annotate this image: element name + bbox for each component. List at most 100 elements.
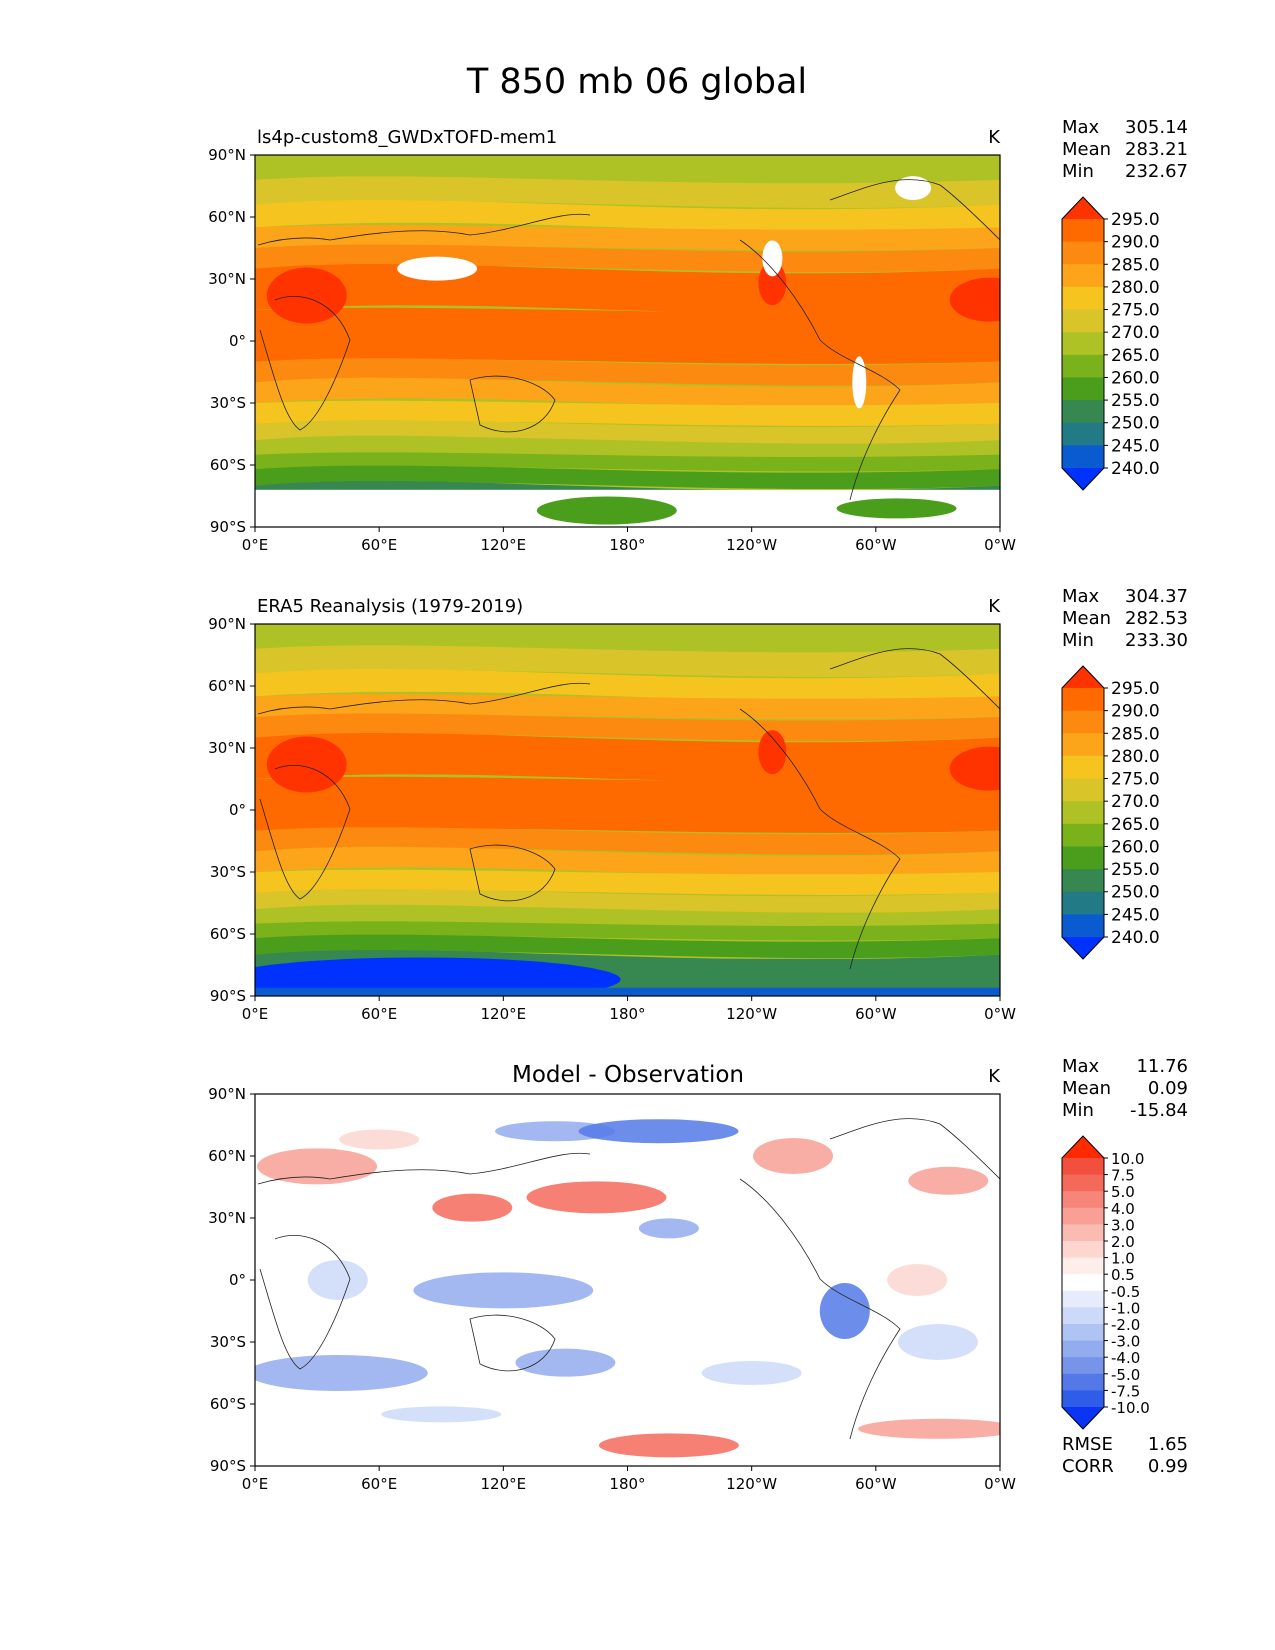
- colorbar-segment: [1062, 1158, 1104, 1176]
- anomaly-blob: [381, 1406, 502, 1423]
- contour-band: [255, 400, 1000, 426]
- contour-band: [255, 465, 1000, 490]
- colorbar-tick-label: 265.0: [1111, 815, 1160, 835]
- colorbar-segment: [1062, 1307, 1104, 1325]
- colorbar-tick-label: 280.0: [1111, 278, 1160, 298]
- colorbar-segment: [1062, 1191, 1104, 1209]
- coastline: [469, 1314, 556, 1372]
- x-tick-label: 180°: [609, 536, 645, 554]
- colorbar-segment: [1062, 688, 1104, 712]
- colorbar-segment: [1062, 1340, 1104, 1358]
- colorbar-segment: [1062, 219, 1104, 243]
- y-tick-label: 90°S: [210, 1457, 246, 1475]
- contour-band: [255, 776, 1000, 833]
- colorbar-tick-label: 270.0: [1111, 792, 1160, 812]
- x-tick-label: 120°E: [481, 1475, 527, 1493]
- anomaly-blob: [908, 1166, 989, 1195]
- colorbar-tick-label: 2.0: [1111, 1233, 1135, 1251]
- contour-band: [255, 904, 1000, 929]
- colorbar-tick-label: 240.0: [1111, 928, 1160, 948]
- colorbar-segment: [1062, 264, 1104, 288]
- y-tick-label: 60°S: [210, 1395, 246, 1413]
- anomaly-blob: [598, 1433, 739, 1458]
- x-tick-label: 120°W: [726, 1005, 777, 1023]
- colorbar-segment: [1062, 1257, 1104, 1275]
- coastline: [259, 1235, 351, 1370]
- panel-3: Model - Observation K 90°N 60°N 30°N 0° 30°S 60…: [208, 1056, 1188, 1493]
- cold-region: [255, 957, 621, 996]
- panels: ls4p-custom8_GWDxTOFD-mem1 K 90°N 60°N 30°N 0…: [208, 117, 1188, 1493]
- units-label: K: [988, 127, 1001, 148]
- anomaly-blob: [515, 1348, 616, 1377]
- colorbar-segment: [1062, 1241, 1104, 1259]
- colorbar-segment: [1062, 286, 1104, 311]
- colorbar-segment: [1062, 1274, 1104, 1292]
- stat-label: Mean: [1062, 139, 1111, 160]
- colorbar-segment: [1062, 710, 1104, 734]
- coastline: [257, 213, 591, 246]
- panel-title: ls4p-custom8_GWDxTOFD-mem1: [257, 127, 557, 148]
- y-tick-label: 30°S: [210, 394, 246, 412]
- coastline: [829, 648, 1000, 710]
- colorbar-tick-label: 285.0: [1111, 724, 1160, 744]
- x-tick-label: 0°E: [242, 1005, 269, 1023]
- anomaly-blob: [339, 1129, 420, 1150]
- y-tick-label: 0°: [229, 1271, 246, 1289]
- y-tick-label: 90°N: [208, 1085, 246, 1103]
- anomaly-blob: [857, 1418, 1000, 1439]
- coastline: [829, 179, 1000, 241]
- colorbar-tick-label: -3.0: [1111, 1333, 1140, 1351]
- masked-terrain: [895, 176, 932, 201]
- stat-value: 0.09: [1148, 1078, 1188, 1099]
- stat-label: Max: [1062, 586, 1100, 607]
- colorbar-tick-label: -5.0: [1111, 1366, 1140, 1384]
- colorbar-tick-label: 270.0: [1111, 323, 1160, 343]
- stat-value: 232.67: [1125, 161, 1188, 182]
- footer-stat-value: 0.99: [1148, 1456, 1188, 1477]
- anomaly-blob: [701, 1361, 802, 1385]
- x-tick-label: 120°W: [726, 536, 777, 554]
- colorbar-segment: [1062, 914, 1104, 938]
- colorbar-tick-label: 260.0: [1111, 368, 1160, 388]
- colorbar-segment: [1062, 846, 1104, 870]
- coastline: [257, 682, 591, 715]
- colorbar-segment: [1062, 354, 1104, 378]
- stat-label: Min: [1062, 630, 1094, 651]
- hot-spot: [949, 746, 1000, 791]
- x-tick-label: 60°E: [361, 1475, 397, 1493]
- colorbar-segment: [1062, 1357, 1104, 1375]
- colorbar-tick-label: 245.0: [1111, 436, 1160, 456]
- stat-label: Min: [1062, 1100, 1094, 1121]
- masked-terrain: [852, 356, 867, 409]
- colorbar-tick-label: 275.0: [1111, 770, 1160, 790]
- y-tick-label: 60°S: [210, 925, 246, 943]
- coastline: [739, 708, 901, 970]
- x-tick-label: 120°W: [726, 1475, 777, 1493]
- y-tick-label: 30°N: [208, 1209, 246, 1227]
- x-tick-label: 120°E: [481, 1005, 527, 1023]
- y-tick-label: 90°S: [210, 518, 246, 536]
- hot-spot: [758, 730, 787, 775]
- x-tick-label: 0°E: [242, 1475, 269, 1493]
- y-tick-label: 60°S: [210, 456, 246, 474]
- hot-spot: [266, 267, 347, 324]
- colorbar-extend-min: [1062, 937, 1104, 959]
- y-tick-label: 60°N: [208, 1147, 246, 1165]
- panel-title: ERA5 Reanalysis (1979-2019): [257, 596, 523, 617]
- colorbar-tick-label: -4.0: [1111, 1349, 1140, 1367]
- x-tick-label: 180°: [609, 1475, 645, 1493]
- y-tick-label: 0°: [229, 332, 246, 350]
- colorbar-extend-max: [1062, 197, 1104, 219]
- anomaly-blob: [413, 1272, 594, 1309]
- colorbar-segment: [1062, 1373, 1104, 1391]
- colorbar-segment: [1062, 400, 1104, 424]
- stat-label: Mean: [1062, 1078, 1111, 1099]
- x-tick-label: 60°E: [361, 536, 397, 554]
- panel-title: Model - Observation: [512, 1062, 744, 1088]
- colorbar-tick-label: 10.0: [1111, 1150, 1144, 1168]
- units-label: K: [988, 1066, 1001, 1087]
- colorbar-tick-label: -1.0: [1111, 1299, 1140, 1317]
- colorbar-segment: [1062, 1207, 1104, 1225]
- colorbar-segment: [1062, 309, 1104, 333]
- y-tick-label: 0°: [229, 801, 246, 819]
